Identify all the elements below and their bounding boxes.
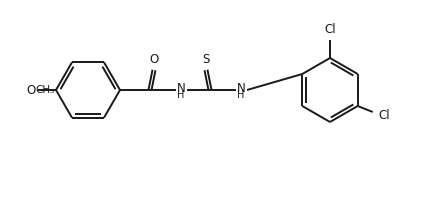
Text: H: H [237, 90, 245, 100]
Text: N: N [237, 82, 246, 94]
Text: S: S [202, 53, 210, 66]
Text: N: N [177, 82, 185, 94]
Text: O: O [27, 84, 36, 96]
Text: O: O [149, 53, 159, 66]
Text: CH₃: CH₃ [35, 85, 54, 95]
Text: Cl: Cl [324, 23, 336, 36]
Text: Cl: Cl [379, 109, 390, 122]
Text: H: H [177, 90, 185, 100]
